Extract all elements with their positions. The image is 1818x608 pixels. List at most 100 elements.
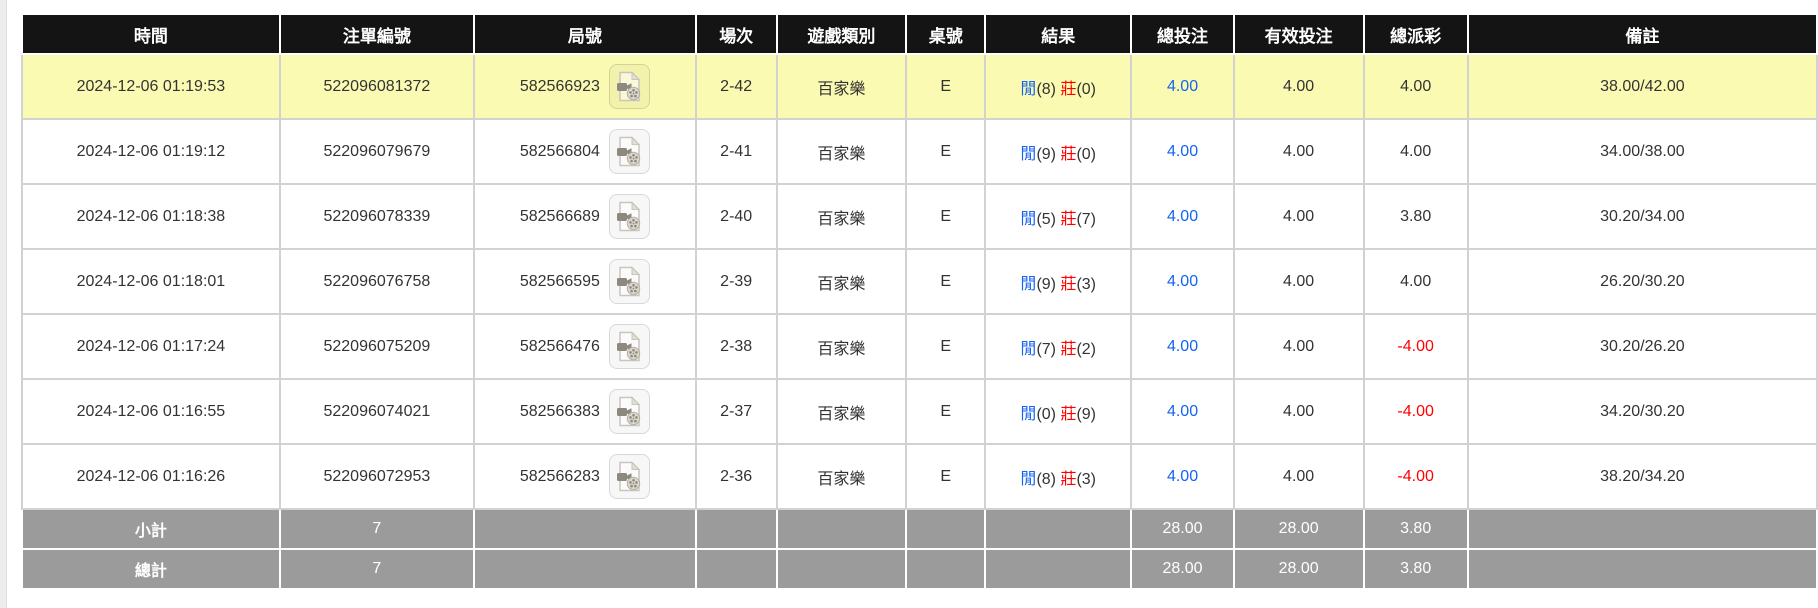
cell-round_id: 582566689 xyxy=(472,183,697,250)
video-replay-button[interactable] xyxy=(608,389,650,434)
video-replay-button[interactable] xyxy=(608,259,650,304)
total-bet-link[interactable]: 4.00 xyxy=(1166,467,1199,485)
summary-empty-table xyxy=(905,508,987,550)
result-player-value: (9) xyxy=(1036,145,1061,163)
cell-result: 閒(9) 莊(0) xyxy=(984,118,1133,185)
summary-row: 小計 7 28.00 28.00 3.80 xyxy=(21,508,1818,550)
column-header-table_no: 桌號 xyxy=(905,13,987,55)
result-player-label: 閒 xyxy=(1020,405,1037,423)
result-player-value: (0) xyxy=(1036,405,1061,423)
table-row: 2024-12-06 01:16:26 522096072953 582566283… xyxy=(21,443,1818,510)
total-bet-link[interactable]: 4.00 xyxy=(1166,337,1199,355)
cell-remark: 34.00/38.00 xyxy=(1466,118,1818,185)
column-header-payout: 總派彩 xyxy=(1362,13,1469,55)
payout-value: 4.00 xyxy=(1400,142,1432,160)
result-banker-value: (0) xyxy=(1076,145,1097,163)
result-player-value: (9) xyxy=(1036,275,1061,293)
result-player-label: 閒 xyxy=(1020,275,1037,293)
cell-total_bet: 4.00 xyxy=(1130,313,1235,380)
result-banker-value: (3) xyxy=(1076,470,1097,488)
cell-table_no: E xyxy=(905,313,987,380)
cell-bet_id: 522096076758 xyxy=(278,248,475,315)
cell-result: 閒(0) 莊(9) xyxy=(984,378,1133,445)
video-replay-button[interactable] xyxy=(608,454,650,499)
result-player-label: 閒 xyxy=(1020,340,1037,358)
cell-payout: 3.80 xyxy=(1362,183,1469,250)
cell-game_type: 百家樂 xyxy=(775,183,908,250)
summary-payout: 3.80 xyxy=(1362,508,1469,550)
cell-session: 2-39 xyxy=(694,248,778,315)
cell-bet_id: 522096072953 xyxy=(278,443,475,510)
cell-round_id: 582566476 xyxy=(472,313,697,380)
round-id-value: 582566689 xyxy=(519,207,600,225)
column-header-time: 時間 xyxy=(21,13,281,55)
cell-result: 閒(5) 莊(7) xyxy=(984,183,1133,250)
cell-valid_bet: 4.00 xyxy=(1232,378,1365,445)
result-banker-label: 莊 xyxy=(1060,275,1077,293)
column-header-session: 場次 xyxy=(694,13,778,55)
total-bet-link[interactable]: 4.00 xyxy=(1166,77,1199,95)
total-bet-link[interactable]: 4.00 xyxy=(1166,142,1199,160)
cell-payout: 4.00 xyxy=(1362,118,1469,185)
video-icon xyxy=(616,201,641,232)
cell-time: 2024-12-06 01:19:53 xyxy=(21,53,281,120)
cell-result: 閒(7) 莊(2) xyxy=(984,313,1133,380)
cell-payout: -4.00 xyxy=(1362,443,1469,510)
cell-bet_id: 522096074021 xyxy=(278,378,475,445)
cell-session: 2-40 xyxy=(694,183,778,250)
betting-history-table: 時間 注單編號 局號 場次 遊戲類別 桌號 結果 總投注 有效投注 總派彩 備註 2024-12-0… xyxy=(21,13,1818,590)
table-row: 2024-12-06 01:19:53 522096081372 582566923… xyxy=(21,53,1818,120)
column-header-remark: 備註 xyxy=(1466,13,1818,55)
column-header-total_bet: 總投注 xyxy=(1130,13,1235,55)
round-id-value: 582566804 xyxy=(519,142,600,160)
cell-remark: 30.20/34.00 xyxy=(1466,183,1818,250)
video-replay-button[interactable] xyxy=(608,129,650,174)
result-player-label: 閒 xyxy=(1020,145,1037,163)
table-row: 2024-12-06 01:16:55 522096074021 582566383… xyxy=(21,378,1818,445)
video-replay-button[interactable] xyxy=(608,194,650,239)
video-replay-button[interactable] xyxy=(608,64,650,109)
summary-total-bet: 28.00 xyxy=(1130,508,1235,550)
cell-round_id: 582566383 xyxy=(472,378,697,445)
cell-payout: 4.00 xyxy=(1362,248,1469,315)
cell-session: 2-36 xyxy=(694,443,778,510)
summary-count: 7 xyxy=(278,508,475,550)
cell-table_no: E xyxy=(905,443,987,510)
total-bet-link[interactable]: 4.00 xyxy=(1166,272,1199,290)
cell-session: 2-41 xyxy=(694,118,778,185)
round-id-value: 582566595 xyxy=(519,272,600,290)
table-row: 2024-12-06 01:18:01 522096076758 582566595… xyxy=(21,248,1818,315)
cell-bet_id: 522096079679 xyxy=(278,118,475,185)
cell-session: 2-38 xyxy=(694,313,778,380)
cell-valid_bet: 4.00 xyxy=(1232,313,1365,380)
cell-payout: 4.00 xyxy=(1362,53,1469,120)
video-icon xyxy=(616,331,641,362)
payout-value: 3.80 xyxy=(1400,207,1432,225)
column-header-round_id: 局號 xyxy=(472,13,697,55)
cell-time: 2024-12-06 01:18:01 xyxy=(21,248,281,315)
table-body: 2024-12-06 01:19:53 522096081372 582566923… xyxy=(21,53,1818,590)
cell-remark: 26.20/30.20 xyxy=(1466,248,1818,315)
round-id-cell-content: 582566595 xyxy=(479,250,691,313)
table-row: 2024-12-06 01:17:24 522096075209 582566476… xyxy=(21,313,1818,380)
summary-label: 總計 xyxy=(21,548,281,590)
cell-remark: 38.00/42.00 xyxy=(1466,53,1818,120)
cell-table_no: E xyxy=(905,378,987,445)
round-id-value: 582566476 xyxy=(519,337,600,355)
cell-remark: 34.20/30.20 xyxy=(1466,378,1818,445)
summary-valid-bet: 28.00 xyxy=(1232,548,1365,590)
cell-round_id: 582566923 xyxy=(472,53,697,120)
cell-total_bet: 4.00 xyxy=(1130,118,1235,185)
summary-empty-round xyxy=(472,508,697,550)
table-header: 時間 注單編號 局號 場次 遊戲類別 桌號 結果 總投注 有效投注 總派彩 備註 xyxy=(21,13,1818,55)
total-bet-link[interactable]: 4.00 xyxy=(1166,402,1199,420)
video-replay-button[interactable] xyxy=(608,324,650,369)
cell-game_type: 百家樂 xyxy=(775,118,908,185)
summary-count: 7 xyxy=(278,548,475,590)
cell-table_no: E xyxy=(905,248,987,315)
cell-game_type: 百家樂 xyxy=(775,313,908,380)
cell-payout: -4.00 xyxy=(1362,313,1469,380)
cell-result: 閒(9) 莊(3) xyxy=(984,248,1133,315)
result-banker-value: (3) xyxy=(1076,275,1097,293)
total-bet-link[interactable]: 4.00 xyxy=(1166,207,1199,225)
